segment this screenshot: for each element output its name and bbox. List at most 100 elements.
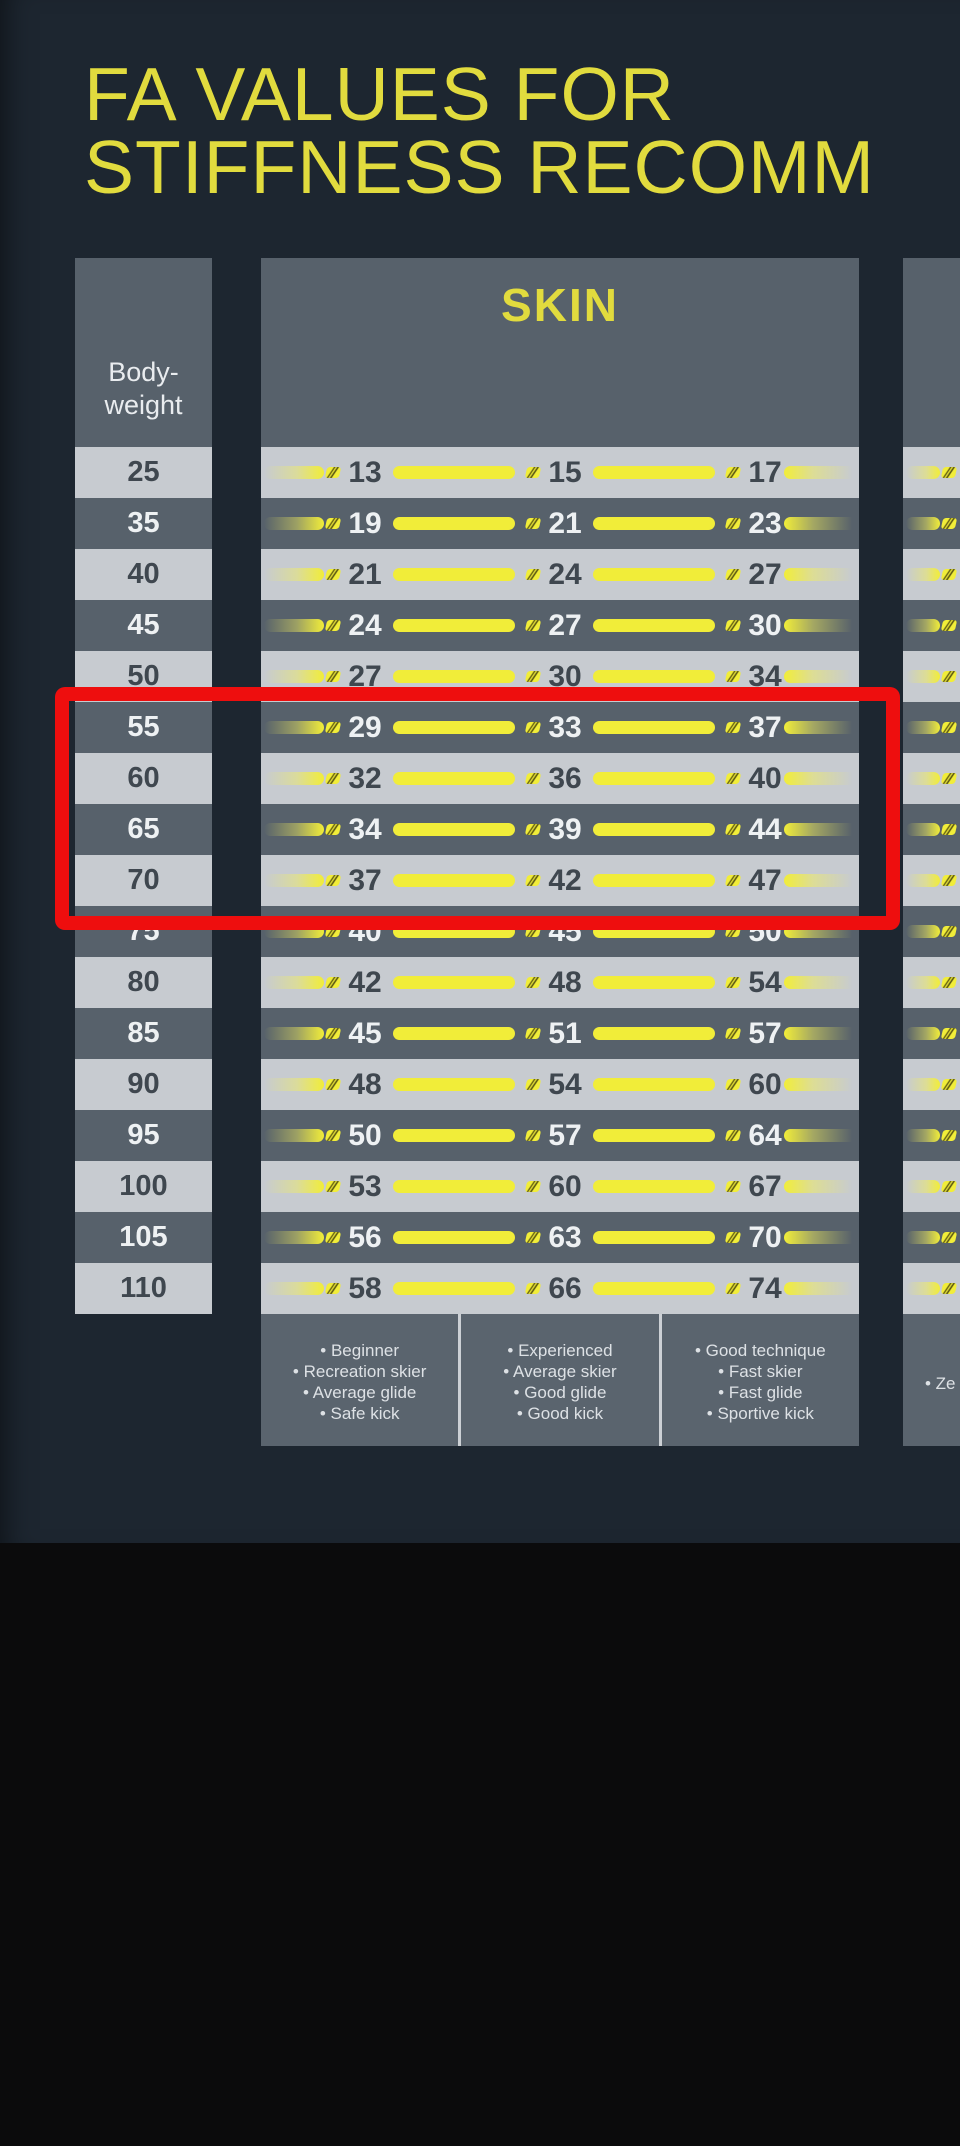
kick-icon: [524, 1028, 542, 1039]
skill-level-good-technique: • Good technique • Fast skier • Fast gli…: [658, 1314, 859, 1446]
bodyweight-cell: 85: [75, 1008, 212, 1059]
fa-value: 33: [548, 710, 582, 744]
bodyweight-cell: 70: [75, 855, 212, 906]
fa-value: 40: [748, 761, 782, 795]
kick-icon: [724, 467, 742, 478]
bodyweight-cell: 25: [75, 447, 212, 498]
partial-row: [903, 1110, 960, 1161]
bodyweight-cell: 80: [75, 957, 212, 1008]
yellow-bar: [593, 1027, 715, 1040]
partial-row: [903, 957, 960, 1008]
fa-value: 56: [348, 1220, 382, 1254]
skill-line: • Good kick: [516, 1404, 604, 1423]
fade-in-bar: [264, 619, 324, 632]
kick-icon: [324, 518, 342, 529]
fa-value: 15: [548, 455, 582, 489]
fa-value: 21: [348, 557, 382, 591]
yellow-bar: [393, 976, 515, 989]
fa-value: 53: [348, 1169, 382, 1203]
fade-in-bar: [264, 721, 324, 734]
yellow-bar: [593, 874, 715, 887]
skill-level-experienced: • Experienced • Average skier • Good gli…: [458, 1314, 658, 1446]
fade-in-bar: [264, 976, 324, 989]
kick-icon: [324, 977, 342, 988]
yellow-bar: [593, 619, 715, 632]
yellow-bar: [393, 1231, 515, 1244]
fade-out-bar: [784, 1231, 856, 1244]
bodyweight-cell: 60: [75, 753, 212, 804]
fade-in-bar: [906, 1078, 940, 1091]
skill-line: • Average glide: [302, 1383, 417, 1402]
fa-value: 64: [748, 1118, 782, 1152]
fa-value: 63: [548, 1220, 582, 1254]
fade-in-bar: [264, 568, 324, 581]
skin-row: 37 42 47: [261, 855, 859, 906]
yellow-bar: [393, 1078, 515, 1091]
fade-in-bar: [264, 823, 324, 836]
kick-icon: [940, 926, 958, 937]
kick-icon: [724, 569, 742, 580]
kick-icon: [324, 1028, 342, 1039]
bodyweight-value: 70: [127, 864, 160, 896]
partial-row: [903, 804, 960, 855]
yellow-bar: [593, 568, 715, 581]
skin-row: 32 36 40: [261, 753, 859, 804]
fade-in-bar: [906, 772, 940, 785]
fade-in-bar: [906, 976, 940, 989]
yellow-bar: [593, 1129, 715, 1142]
fade-out-bar: [784, 874, 856, 887]
fa-value: 48: [348, 1067, 382, 1101]
kick-icon: [940, 1232, 958, 1243]
fade-in-bar: [906, 670, 940, 683]
fade-out-bar: [784, 823, 856, 836]
partial-next-column: • Ze: [903, 258, 960, 1446]
fade-in-bar: [264, 1282, 324, 1295]
bodyweight-cell: 95: [75, 1110, 212, 1161]
fade-in-bar: [264, 1231, 324, 1244]
bodyweight-value: 105: [119, 1221, 168, 1253]
fade-in-bar: [906, 874, 940, 887]
fade-out-bar: [784, 619, 856, 632]
kick-icon: [940, 467, 958, 478]
kick-icon: [940, 1079, 958, 1090]
skin-row: 50 57 64: [261, 1110, 859, 1161]
kick-icon: [524, 1232, 542, 1243]
skin-row: 45 51 57: [261, 1008, 859, 1059]
yellow-bar: [593, 466, 715, 479]
bodyweight-cell: 90: [75, 1059, 212, 1110]
fa-value: 42: [548, 863, 582, 897]
skill-line: • Sportive kick: [706, 1404, 814, 1423]
fade-in-bar: [906, 517, 940, 530]
fade-in-bar: [264, 1180, 324, 1193]
yellow-bar: [593, 1180, 715, 1193]
fa-value: 32: [348, 761, 382, 795]
partial-row: [903, 1263, 960, 1314]
fa-value: 58: [348, 1271, 382, 1305]
bodyweight-value: 50: [127, 660, 160, 692]
kick-icon: [940, 824, 958, 835]
kick-icon: [940, 1130, 958, 1141]
kick-icon: [524, 1079, 542, 1090]
fa-value: 13: [348, 455, 382, 489]
kick-icon: [724, 1079, 742, 1090]
fa-value: 17: [748, 455, 782, 489]
bodyweight-cell: 35: [75, 498, 212, 549]
yellow-bar: [593, 976, 715, 989]
bodyweight-column: Body- weight 25 35 40 45 50 55 60 65 70 75 80 85 90 9…: [75, 258, 212, 1314]
kick-icon: [524, 569, 542, 580]
skin-row: 21 24 27: [261, 549, 859, 600]
fade-out-bar: [784, 721, 856, 734]
bodyweight-value: 85: [127, 1017, 160, 1049]
kick-icon: [940, 671, 958, 682]
kick-icon: [940, 518, 958, 529]
fade-out-bar: [784, 1282, 856, 1295]
partial-row: [903, 549, 960, 600]
fa-value: 37: [748, 710, 782, 744]
fade-in-bar: [906, 1129, 940, 1142]
fa-value: 23: [748, 506, 782, 540]
fa-value: 45: [348, 1016, 382, 1050]
fa-value: 60: [748, 1067, 782, 1101]
fa-value: 37: [348, 863, 382, 897]
yellow-bar: [393, 1027, 515, 1040]
